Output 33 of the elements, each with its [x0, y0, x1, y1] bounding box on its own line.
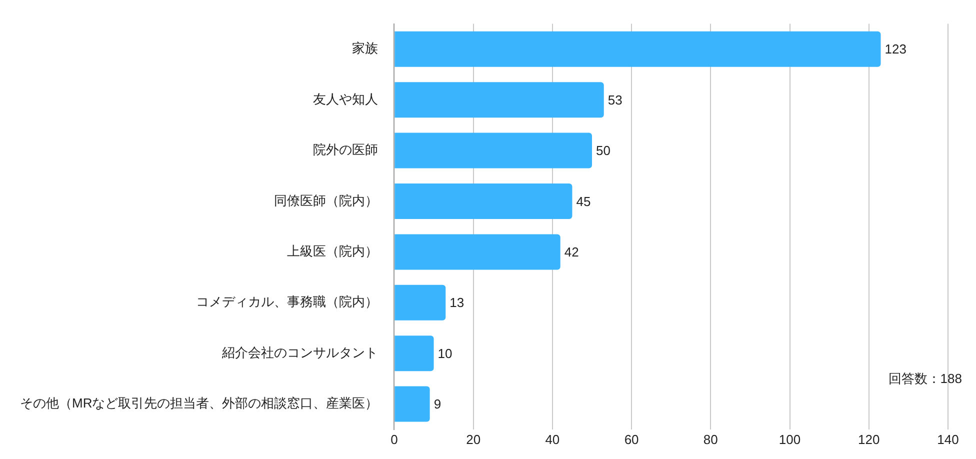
data-label: 45	[576, 194, 591, 209]
x-tick-label: 120	[858, 432, 880, 447]
y-tick-label: その他（MRなど取引先の担当者、外部の相談窓口、産業医）	[20, 396, 378, 411]
y-tick-label: 家族	[352, 40, 378, 56]
y-tick-label: 同僚医師（院内）	[274, 192, 378, 208]
x-tick-label: 140	[937, 432, 959, 447]
y-tick-label: コメディカル、事務職（院内）	[196, 294, 378, 310]
annotation: 回答数：188	[888, 370, 962, 386]
data-label: 50	[596, 143, 610, 158]
y-tick-label: 紹介会社のコンサルタント	[221, 344, 378, 360]
data-label: 42	[564, 244, 579, 260]
x-tick-label: 80	[703, 432, 718, 447]
bar	[394, 284, 446, 320]
data-label: 9	[434, 396, 442, 412]
x-tick-label: 20	[466, 432, 481, 447]
x-tick-label: 40	[545, 432, 560, 447]
bar	[394, 132, 592, 168]
x-tick-label: 60	[624, 432, 639, 447]
x-tick-label: 0	[390, 432, 398, 447]
data-label: 10	[438, 346, 452, 361]
bar	[394, 234, 560, 270]
data-label: 13	[450, 295, 464, 310]
bar	[394, 31, 881, 67]
y-tick-label: 院外の医師	[313, 142, 378, 158]
data-label: 123	[884, 42, 906, 57]
bar	[394, 184, 572, 219]
x-tick-label: 100	[778, 432, 801, 447]
y-tick-label: 上級医（院内）	[287, 244, 378, 259]
bar	[394, 82, 604, 118]
bar	[394, 336, 434, 372]
y-tick-label: 友人や知人	[313, 91, 378, 106]
data-label: 53	[608, 92, 622, 108]
bar	[394, 386, 430, 422]
